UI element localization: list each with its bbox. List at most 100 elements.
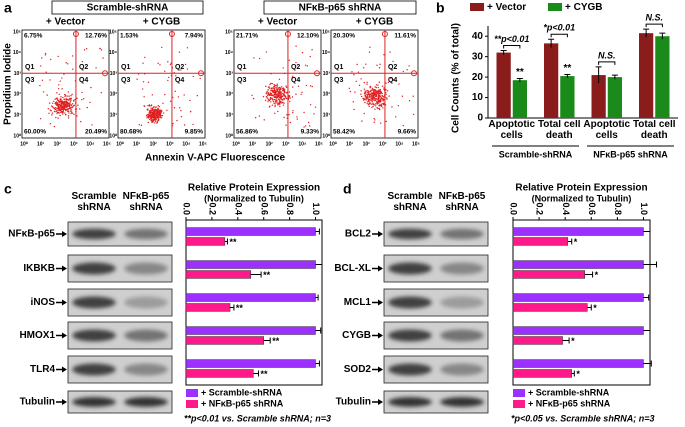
row-arrowhead <box>378 399 383 405</box>
event-dot <box>281 87 283 90</box>
event-dot <box>65 100 68 102</box>
plot-frame <box>21 29 110 139</box>
legend-swatch <box>470 3 484 11</box>
blot-band <box>124 329 168 342</box>
event-dot <box>371 87 374 90</box>
event-dot <box>278 78 281 81</box>
event-dot <box>392 60 394 63</box>
legend-label: + CYGB <box>565 2 603 13</box>
row-arrowhead <box>378 366 383 373</box>
event-dot <box>376 107 378 109</box>
event-dot <box>157 116 160 119</box>
x-tick-label: 0.8 <box>613 202 623 215</box>
event-dot <box>154 118 157 120</box>
event-dot <box>63 106 65 108</box>
footnote: *p<0.05 vs. Scramble shRNA; n=3 <box>511 413 655 423</box>
x-tick-label: Total cell death <box>537 120 581 141</box>
event-dot <box>279 100 281 102</box>
event-dot <box>277 98 280 101</box>
event-dot <box>158 105 160 108</box>
event-dot <box>56 112 58 115</box>
event-dot <box>192 75 194 78</box>
event-dot <box>154 106 157 108</box>
event-dot <box>288 113 290 116</box>
event-dot <box>295 93 297 95</box>
event-dot <box>72 105 75 107</box>
event-dot <box>176 119 178 122</box>
event-dot <box>53 100 55 103</box>
blot-frame <box>67 390 173 414</box>
x-tick-label: 10⁴ <box>182 141 191 147</box>
event-dot <box>351 71 353 73</box>
error-bar <box>567 238 573 245</box>
event-dot <box>374 119 376 121</box>
event-dot <box>276 102 278 104</box>
event-dot <box>364 94 367 97</box>
event-dot <box>81 91 83 94</box>
event-dot <box>380 105 383 108</box>
row-label: MCL1 <box>344 297 372 308</box>
gate-handle <box>284 31 291 37</box>
event-dot <box>305 84 308 87</box>
event-dot <box>67 117 70 119</box>
y-tick-label: 10⁵ <box>225 29 234 35</box>
event-dot <box>57 106 59 109</box>
x-tick-label: 10³ <box>379 141 387 147</box>
event-dot <box>58 84 60 86</box>
event-dot <box>272 100 275 103</box>
legend-swatch <box>513 400 525 408</box>
event-dot <box>159 116 162 119</box>
quadrant-percent: 12.10% <box>297 33 319 40</box>
event-dot <box>151 121 153 124</box>
event-dot <box>368 91 370 93</box>
axis-label: Propidium Iodide <box>3 43 14 125</box>
event-dot <box>270 92 273 95</box>
event-dot <box>370 94 372 96</box>
event-dot <box>360 90 362 92</box>
event-dot <box>174 78 177 80</box>
row-arrowhead <box>378 265 383 272</box>
bar <box>496 52 511 119</box>
event-dot <box>48 112 50 115</box>
event-dot <box>364 98 366 101</box>
event-dot <box>284 91 286 94</box>
event-dot <box>380 91 382 94</box>
blot-band <box>388 363 432 376</box>
event-dot <box>282 67 284 69</box>
event-dot <box>44 54 47 56</box>
event-dot <box>353 73 355 76</box>
event-dot <box>151 120 153 123</box>
x-tick-label-box: Total cell death <box>633 120 676 140</box>
event-dot <box>262 96 265 98</box>
quadrant-percent: 20.49% <box>85 129 107 136</box>
x-tick-label: 0.4 <box>233 202 243 215</box>
event-dot <box>368 51 371 53</box>
event-dot <box>375 84 378 86</box>
event-dot <box>272 86 275 88</box>
y-tick-label: 0 <box>477 113 483 124</box>
event-dot <box>49 109 51 111</box>
event-dot <box>56 107 58 109</box>
event-dot <box>65 109 67 111</box>
event-dot <box>286 114 288 116</box>
event-dot <box>159 112 161 114</box>
event-dot <box>46 94 48 96</box>
event-dot <box>100 92 102 94</box>
event-dot <box>150 107 152 109</box>
event-dot <box>148 104 151 106</box>
y-tick-label: 10⁵ <box>109 29 118 35</box>
event-dot <box>264 99 267 102</box>
event-dot <box>175 75 177 77</box>
event-dot <box>69 110 72 112</box>
row-arrowhead <box>62 265 67 272</box>
x-tick-label-box: Apoptotic cells <box>583 120 630 140</box>
event-dot <box>371 100 373 103</box>
event-dot <box>309 104 312 106</box>
quadrant-label: Q2 <box>291 64 300 71</box>
event-dot <box>367 99 370 102</box>
bar <box>185 293 316 302</box>
event-dot <box>268 94 270 96</box>
event-dot <box>296 118 298 120</box>
event-dot <box>69 97 71 100</box>
